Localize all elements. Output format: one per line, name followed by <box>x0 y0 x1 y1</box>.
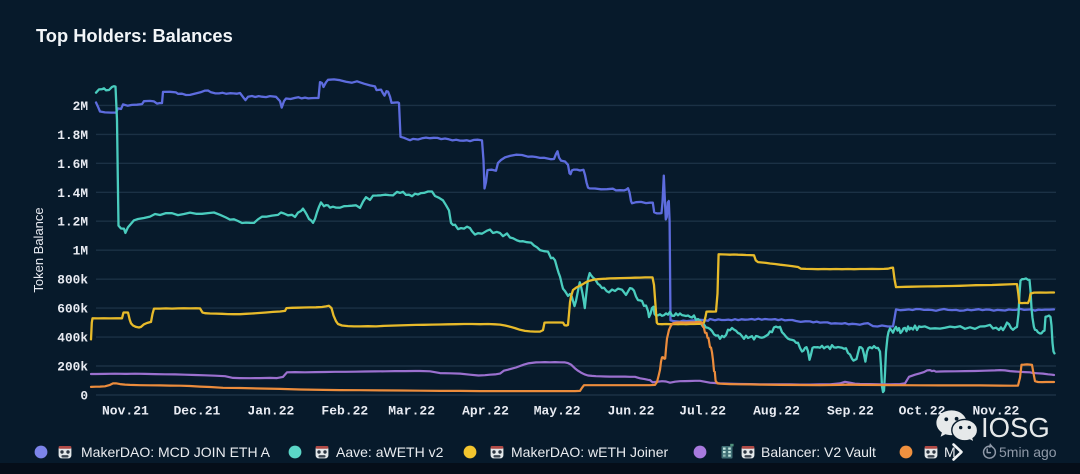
svg-text:0: 0 <box>80 389 88 404</box>
svg-text:800k: 800k <box>57 273 88 288</box>
svg-text:1.8M: 1.8M <box>57 128 88 143</box>
svg-text:Dec.21: Dec.21 <box>173 404 220 419</box>
svg-text:MakerDAO: wETH Joiner: MakerDAO: wETH Joiner <box>511 444 668 460</box>
svg-text:Nov.22: Nov.22 <box>972 404 1019 419</box>
svg-text:5min ago: 5min ago <box>999 444 1057 460</box>
svg-text:1.2M: 1.2M <box>57 215 88 230</box>
svg-text:Aug.22: Aug.22 <box>753 404 800 419</box>
svg-text:Oct.22: Oct.22 <box>899 404 946 419</box>
svg-text:2M: 2M <box>73 99 89 114</box>
svg-text:Jun.22: Jun.22 <box>608 404 655 419</box>
svg-text:Mar.22: Mar.22 <box>388 404 435 419</box>
svg-text:200k: 200k <box>57 360 88 375</box>
svg-text:Aave: aWETH v2: Aave: aWETH v2 <box>336 444 444 460</box>
svg-text:Token Balance: Token Balance <box>31 207 46 292</box>
svg-text:May.22: May.22 <box>534 404 581 419</box>
svg-text:Sep.22: Sep.22 <box>827 404 874 419</box>
svg-text:Nov.21: Nov.21 <box>102 404 149 419</box>
svg-text:IOSG: IOSG <box>981 412 1050 443</box>
svg-text:Jul.22: Jul.22 <box>679 404 726 419</box>
svg-text:1.4M: 1.4M <box>57 186 88 201</box>
svg-text:1M: 1M <box>73 244 89 259</box>
svg-text:M: M <box>944 444 956 460</box>
svg-text:600k: 600k <box>57 302 88 317</box>
svg-text:400k: 400k <box>57 331 88 346</box>
svg-text:Apr.22: Apr.22 <box>462 404 509 419</box>
svg-text:Feb.22: Feb.22 <box>321 404 368 419</box>
svg-text:Balancer: V2 Vault: Balancer: V2 Vault <box>761 444 876 460</box>
svg-text:Jan.22: Jan.22 <box>247 404 294 419</box>
svg-text:MakerDAO: MCD JOIN ETH A: MakerDAO: MCD JOIN ETH A <box>81 444 271 460</box>
svg-text:1.6M: 1.6M <box>57 157 88 172</box>
svg-text:Top Holders: Balances: Top Holders: Balances <box>36 25 233 46</box>
